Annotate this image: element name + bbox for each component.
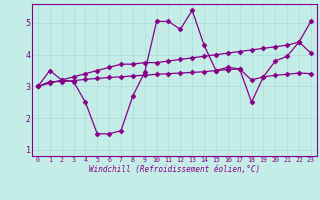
X-axis label: Windchill (Refroidissement éolien,°C): Windchill (Refroidissement éolien,°C) (89, 165, 260, 174)
